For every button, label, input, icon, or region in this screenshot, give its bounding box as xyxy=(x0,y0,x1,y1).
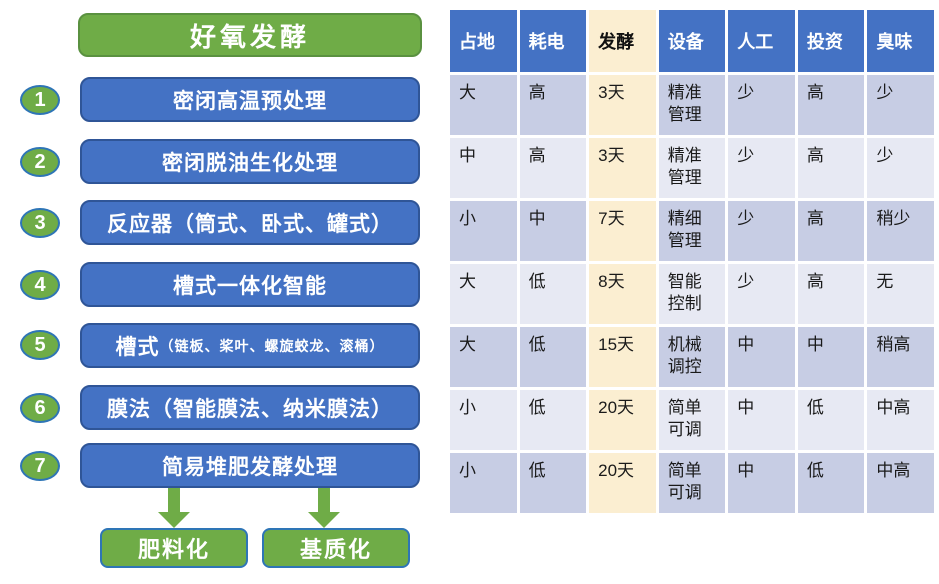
down-arrow-icon xyxy=(158,488,190,528)
header-labor: 人工 xyxy=(728,10,795,72)
header-land: 占地 xyxy=(450,10,517,72)
flowchart-title: 好氧发酵 xyxy=(78,13,422,57)
table-cell: 低 xyxy=(519,327,587,387)
down-arrow-icon xyxy=(308,488,340,528)
table-cell: 高 xyxy=(797,75,865,135)
step-box-5: 槽式 （链板、桨叶、螺旋蛟龙、滚桶） xyxy=(80,323,420,368)
step-label-3: 反应器（筒式、卧式、罐式） xyxy=(107,212,393,236)
table-cell: 3天 xyxy=(589,138,656,198)
table-cell: 低 xyxy=(797,390,865,450)
table-cell: 少 xyxy=(728,138,795,198)
step-label-6: 膜法（智能膜法、纳米膜法） xyxy=(107,397,393,421)
table-cell: 精准管理 xyxy=(658,138,726,198)
table-cell: 稍高 xyxy=(867,327,934,387)
step-box-3: 反应器（筒式、卧式、罐式） xyxy=(80,200,420,245)
output-box-fertilizer: 肥料化 xyxy=(100,528,248,568)
table-cell: 精准管理 xyxy=(658,75,726,135)
step-number-3: 3 xyxy=(20,208,60,238)
table-cell: 简单可调 xyxy=(658,453,726,513)
step-number-2: 2 xyxy=(20,147,60,177)
table-cell: 中 xyxy=(797,327,865,387)
table-cell: 7天 xyxy=(589,201,656,261)
step-box-6: 膜法（智能膜法、纳米膜法） xyxy=(80,385,420,430)
table-cell: 高 xyxy=(797,138,865,198)
arrow-stem xyxy=(318,488,330,512)
table-cell: 高 xyxy=(519,138,587,198)
step-label-1: 密闭高温预处理 xyxy=(173,89,327,113)
output-box-substrate: 基质化 xyxy=(262,528,410,568)
table-cell: 小 xyxy=(450,390,517,450)
step-box-2: 密闭脱油生化处理 xyxy=(80,139,420,184)
table-cell: 8天 xyxy=(589,264,656,324)
table-cell: 智能控制 xyxy=(658,264,726,324)
table-cell: 无 xyxy=(867,264,934,324)
table-cell: 高 xyxy=(797,201,865,261)
table-cell: 小 xyxy=(450,453,517,513)
table-cell: 中 xyxy=(728,453,795,513)
table-cell: 低 xyxy=(519,453,587,513)
step-box-4: 槽式一体化智能 xyxy=(80,262,420,307)
table-cell: 低 xyxy=(519,390,587,450)
table-cell: 3天 xyxy=(589,75,656,135)
table-cell: 中高 xyxy=(867,453,934,513)
step-label-2: 密闭脱油生化处理 xyxy=(162,151,338,175)
table-cell: 15天 xyxy=(589,327,656,387)
table-cell: 高 xyxy=(797,264,865,324)
table-cell: 低 xyxy=(519,264,587,324)
header-investment: 投资 xyxy=(797,10,865,72)
table-cell: 大 xyxy=(450,327,517,387)
table-cell: 机械调控 xyxy=(658,327,726,387)
table-cell: 少 xyxy=(867,75,934,135)
step-label-5: 槽式 xyxy=(115,335,160,359)
table-cell: 大 xyxy=(450,264,517,324)
table-cell: 稍少 xyxy=(867,201,934,261)
step-number-7: 7 xyxy=(20,451,60,481)
step-label-4: 槽式一体化智能 xyxy=(173,274,327,298)
table-cell: 简单可调 xyxy=(658,390,726,450)
table-cell: 高 xyxy=(519,75,587,135)
comparison-table: 占地 耗电 发酵 设备 人工 投资 臭味 大 高 3天 精准管理 少 高 少 中… xyxy=(450,10,934,513)
step-number-6: 6 xyxy=(20,393,60,423)
step-box-1: 密闭高温预处理 xyxy=(80,77,420,122)
step-number-5: 5 xyxy=(20,330,60,360)
table-cell: 中高 xyxy=(867,390,934,450)
table-cell: 精细管理 xyxy=(658,201,726,261)
header-odor: 臭味 xyxy=(867,10,934,72)
step-box-7: 简易堆肥发酵处理 xyxy=(80,443,420,488)
step-number-1: 1 xyxy=(20,85,60,115)
arrow-head xyxy=(158,512,190,528)
header-power: 耗电 xyxy=(519,10,587,72)
table-cell: 少 xyxy=(728,75,795,135)
table-cell: 中 xyxy=(728,390,795,450)
step-label-7: 简易堆肥发酵处理 xyxy=(162,455,338,479)
arrow-head xyxy=(308,512,340,528)
step-label-5-sub: （链板、桨叶、螺旋蛟龙、滚桶） xyxy=(159,337,385,354)
header-fermentation: 发酵 xyxy=(589,10,656,72)
table-cell: 中 xyxy=(728,327,795,387)
table-cell: 小 xyxy=(450,201,517,261)
arrow-stem xyxy=(168,488,180,512)
header-equipment: 设备 xyxy=(658,10,726,72)
table-cell: 20天 xyxy=(589,390,656,450)
table-cell: 中 xyxy=(519,201,587,261)
table-cell: 少 xyxy=(728,264,795,324)
step-number-4: 4 xyxy=(20,270,60,300)
table-cell: 大 xyxy=(450,75,517,135)
table-cell: 中 xyxy=(450,138,517,198)
table-cell: 20天 xyxy=(589,453,656,513)
table-cell: 低 xyxy=(797,453,865,513)
table-cell: 少 xyxy=(867,138,934,198)
table-cell: 少 xyxy=(728,201,795,261)
